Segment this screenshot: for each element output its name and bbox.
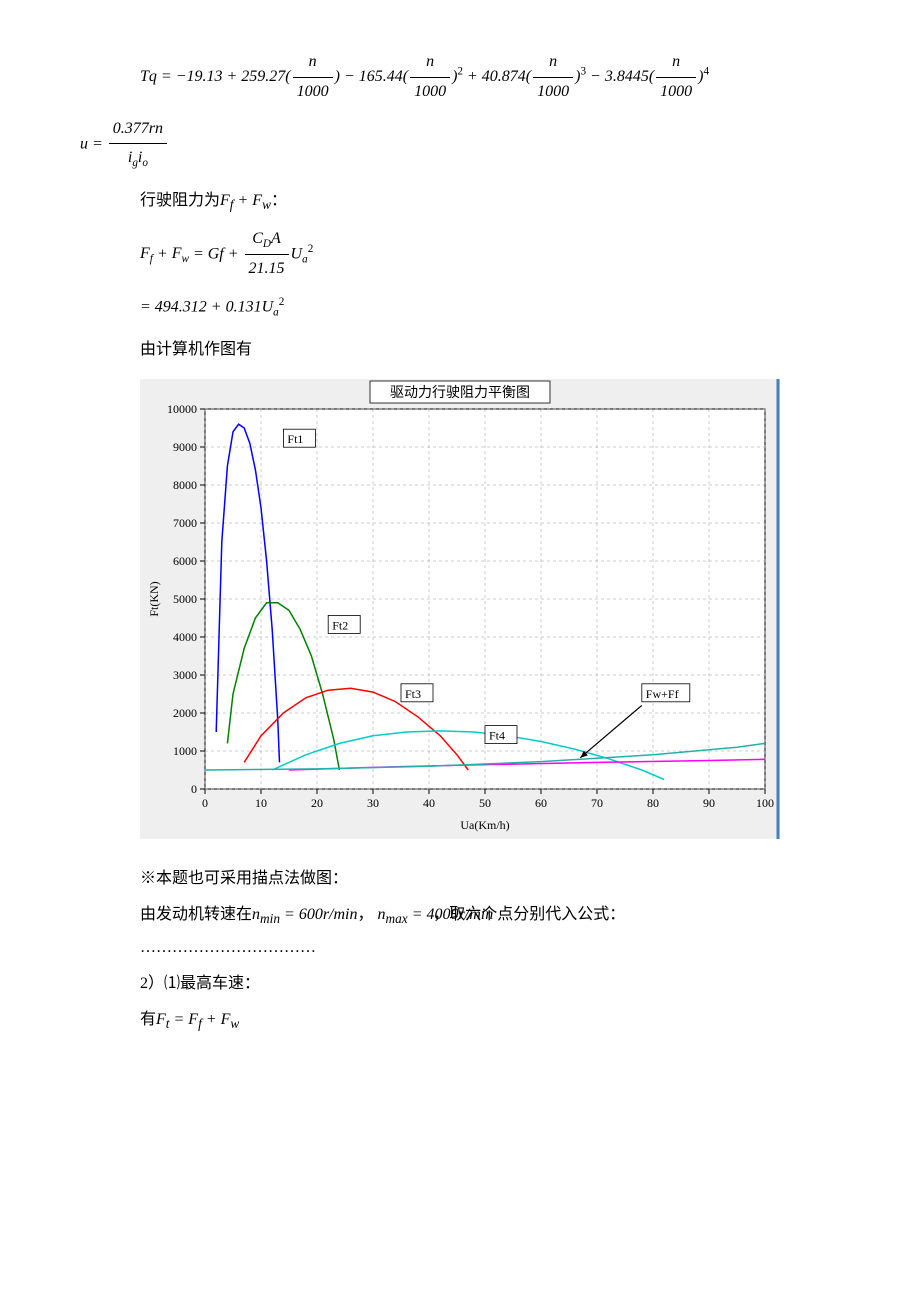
svg-text:40: 40	[423, 796, 435, 810]
svg-text:3000: 3000	[173, 668, 197, 682]
svg-text:70: 70	[591, 796, 603, 810]
text-engine-speed: 由发动机转速在nmin = 600r/min， nmax = 4000r/min…	[140, 900, 840, 927]
chart-container: 驱动力行驶阻力平衡图010203040506070809010001000200…	[140, 379, 780, 844]
eq-ff-fw-2: = 494.312 + 0.131Ua2	[140, 292, 840, 323]
text-computer-plot: 由计算机作图有	[140, 335, 840, 359]
svg-text:10000: 10000	[167, 402, 197, 416]
resistance-label: 行驶阻力为Ff + Fw：	[140, 186, 840, 213]
svg-text:Ft1: Ft1	[287, 432, 303, 446]
svg-text:30: 30	[367, 796, 379, 810]
svg-text:10: 10	[255, 796, 267, 810]
svg-text:驱动力行驶阻力平衡图: 驱动力行驶阻力平衡图	[390, 385, 530, 401]
text-note: ※本题也可采用描点法做图：	[140, 864, 840, 888]
text-section2: 2）⑴最高车速：	[140, 969, 840, 993]
svg-text:Ft3: Ft3	[405, 687, 421, 701]
svg-text:9000: 9000	[173, 440, 197, 454]
svg-text:60: 60	[535, 796, 547, 810]
svg-text:90: 90	[703, 796, 715, 810]
svg-text:7000: 7000	[173, 516, 197, 530]
svg-text:Ft(KN): Ft(KN)	[147, 581, 161, 616]
eq-ff-fw-1: Ff + Fw = Gf + CDA21.15Ua2	[140, 225, 840, 284]
driving-force-chart: 驱动力行驶阻力平衡图010203040506070809010001000200…	[140, 379, 780, 839]
svg-text:100: 100	[756, 796, 774, 810]
svg-text:Ft2: Ft2	[332, 618, 348, 632]
eq-ft: 有Ft = Ff + Fw	[140, 1005, 840, 1032]
eq-tq: Tq = −19.13 + 259.27(n1000) − 165.44(n10…	[140, 48, 840, 107]
svg-text:6000: 6000	[173, 554, 197, 568]
svg-text:20: 20	[311, 796, 323, 810]
svg-text:Fw+Ff: Fw+Ff	[646, 687, 679, 701]
eq-u: u = 0.377rnigio	[80, 115, 840, 174]
svg-text:0: 0	[191, 782, 197, 796]
svg-text:0: 0	[202, 796, 208, 810]
svg-text:Ft4: Ft4	[489, 728, 505, 742]
svg-text:5000: 5000	[173, 592, 197, 606]
svg-text:Ua(Km/h): Ua(Km/h)	[460, 818, 509, 832]
svg-text:2000: 2000	[173, 706, 197, 720]
svg-text:80: 80	[647, 796, 659, 810]
svg-text:1000: 1000	[173, 744, 197, 758]
svg-text:8000: 8000	[173, 478, 197, 492]
text-dots: ……………………………	[140, 939, 840, 957]
svg-text:50: 50	[479, 796, 491, 810]
svg-text:4000: 4000	[173, 630, 197, 644]
